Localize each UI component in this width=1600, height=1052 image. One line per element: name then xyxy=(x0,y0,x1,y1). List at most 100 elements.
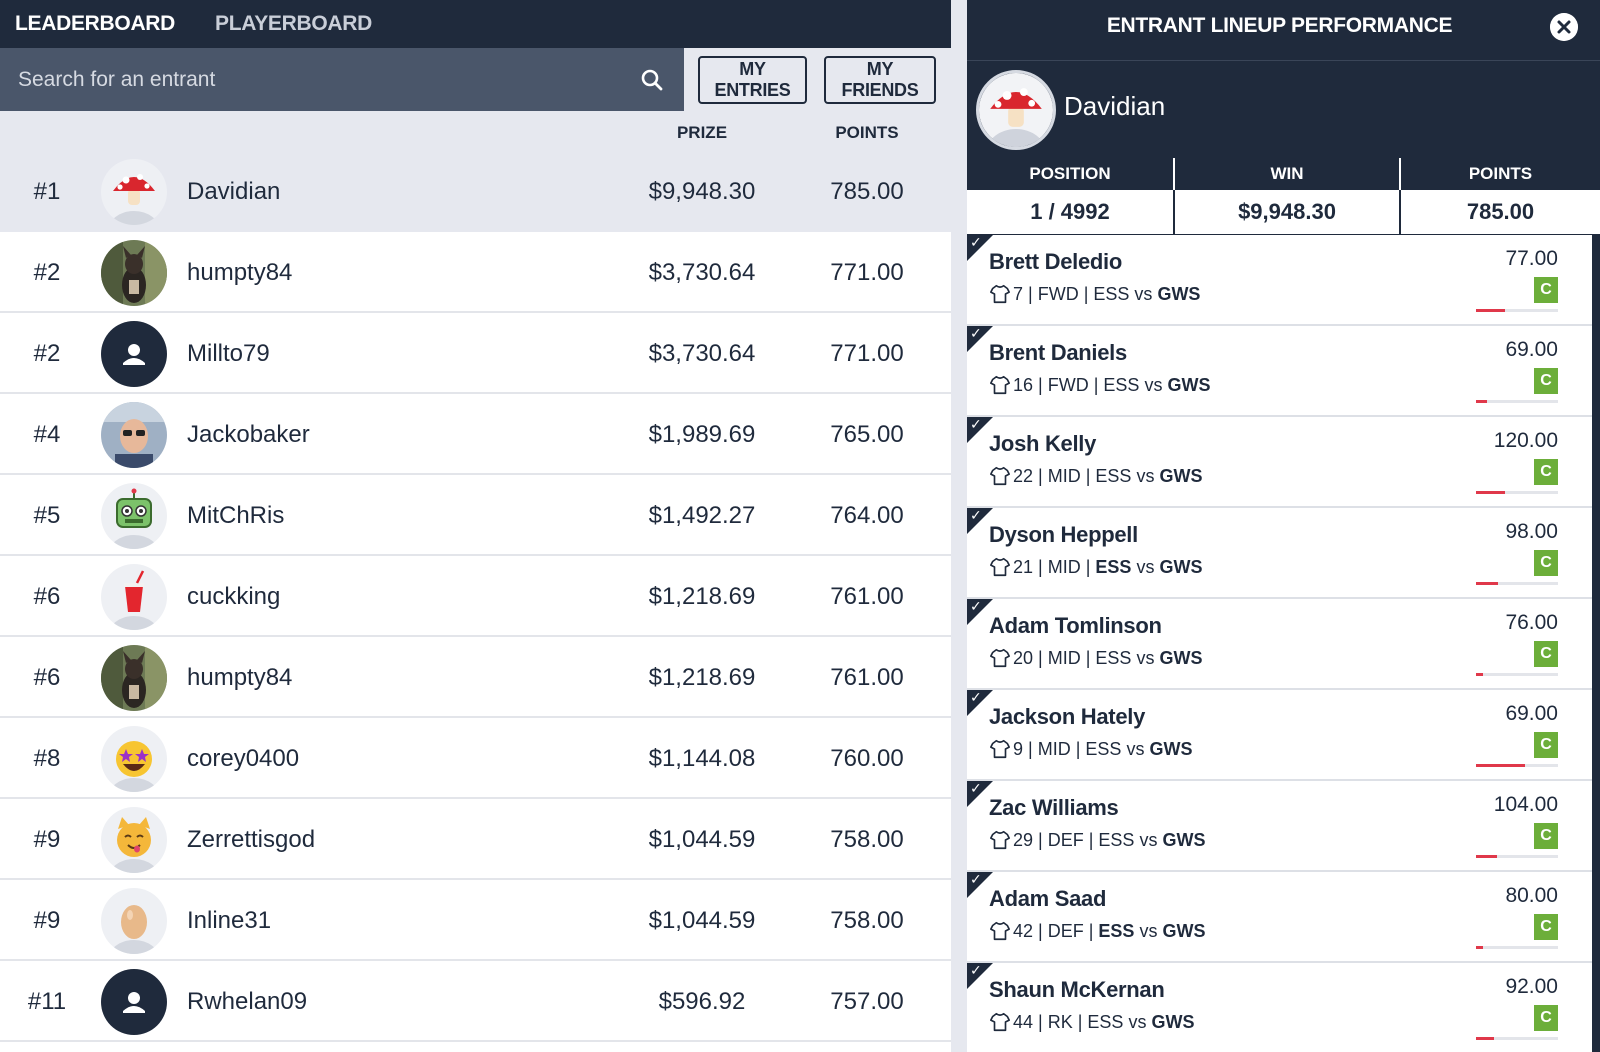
stats-table: POSITION WIN POINTS 1 / 4992 $9,948.30 7… xyxy=(967,158,1600,234)
lineup-panel: ENTRANT LINEUP PERFORMANCE Davidian POSI… xyxy=(967,0,1600,1052)
panel-edge xyxy=(1592,235,1600,1052)
leaderboard-row[interactable]: #6 humpty84 $1,218.69 761.00 xyxy=(0,637,951,718)
player-team: ESS xyxy=(1103,374,1140,395)
selected-corner xyxy=(967,599,993,625)
search-input[interactable] xyxy=(18,67,598,92)
player-number: 9 xyxy=(1013,738,1024,759)
rank: #4 xyxy=(33,421,61,448)
prize: $3,730.64 xyxy=(648,340,756,367)
status-badge: C xyxy=(1534,459,1558,485)
opponent-team: GWS xyxy=(1159,556,1203,577)
leaderboard-row[interactable]: #6 cuckking $1,218.69 761.00 xyxy=(0,556,951,637)
points-value: 785.00 xyxy=(1466,199,1535,224)
prize: $1,989.69 xyxy=(648,421,756,448)
points: 785.00 xyxy=(830,178,904,205)
leaderboard-row[interactable]: #1 Davidian $9,948.30 785.00 xyxy=(0,151,951,232)
leaderboard-row[interactable]: #2 humpty84 $3,730.64 771.00 xyxy=(0,232,951,313)
tab-playerboard[interactable]: PLAYERBOARD xyxy=(215,12,372,35)
leaderboard-row[interactable]: #9 Zerrettisgod $1,044.59 758.00 xyxy=(0,799,951,880)
player-team: ESS xyxy=(1093,283,1130,304)
progress-bar xyxy=(1476,946,1558,949)
rank: #9 xyxy=(33,907,61,934)
entrant-name[interactable]: cuckking xyxy=(187,583,281,610)
status-badge: C xyxy=(1534,914,1558,940)
jersey-icon xyxy=(990,284,1010,304)
jersey-icon xyxy=(990,466,1010,486)
player-team: ESS xyxy=(1087,1011,1124,1032)
check-icon: ✓ xyxy=(970,598,982,614)
my-friends-button[interactable]: MY FRIENDS xyxy=(824,56,936,104)
entrant-name[interactable]: corey0400 xyxy=(187,745,300,772)
win-label: WIN xyxy=(1175,158,1401,190)
position-value: 1 / 4992 xyxy=(967,190,1175,234)
my-entries-button[interactable]: MY ENTRIES xyxy=(698,56,807,104)
jersey-icon xyxy=(990,739,1010,759)
leaderboard-row[interactable]: #8 corey0400 $1,144.08 760.00 xyxy=(0,718,951,799)
entrant-name[interactable]: Jackobaker xyxy=(187,421,310,448)
selected-corner xyxy=(967,235,993,261)
player-team: ESS xyxy=(1085,738,1122,759)
player-row[interactable]: ✓ Zac Williams 29 | DEF | ESS vs GWS 104.00… xyxy=(967,780,1600,872)
player-row[interactable]: ✓ Josh Kelly 22 | MID | ESS vs GWS 120.00 C xyxy=(967,416,1600,508)
progress-fill xyxy=(1476,582,1499,585)
player-points: 104.00 xyxy=(1493,793,1558,816)
entrant-name[interactable]: Inline31 xyxy=(187,907,272,934)
progress-bar xyxy=(1476,491,1558,494)
player-row[interactable]: ✓ Shaun McKernan 44 | RK | ESS vs GWS 92.00… xyxy=(967,962,1600,1052)
player-row[interactable]: ✓ Dyson Heppell 21 | MID | ESS vs GWS 98.00… xyxy=(967,507,1600,599)
dog-photo-icon xyxy=(101,240,167,306)
tab-leaderboard[interactable]: LEADERBOARD xyxy=(15,12,176,35)
player-number: 20 xyxy=(1013,647,1034,668)
jersey-icon xyxy=(990,1012,1010,1032)
dog-photo-icon xyxy=(101,645,167,711)
search-row: MY ENTRIES MY FRIENDS xyxy=(0,48,951,111)
default-icon xyxy=(101,321,167,387)
leaderboard-row[interactable]: #11 Rwhelan09 $596.92 757.00 xyxy=(0,961,951,1042)
leaderboard-row[interactable]: #9 Inline31 $1,044.59 758.00 xyxy=(0,880,951,961)
avatar xyxy=(101,240,167,306)
selected-corner xyxy=(967,963,993,989)
versus: vs xyxy=(1139,920,1158,941)
entrant-name[interactable]: Zerrettisgod xyxy=(187,826,316,853)
points: 758.00 xyxy=(830,826,904,853)
player-points: 76.00 xyxy=(1505,611,1558,634)
progress-fill xyxy=(1476,309,1505,312)
player-position: FWD xyxy=(1037,283,1079,304)
leaderboard-row[interactable]: #5 MitChRis $1,492.27 764.00 xyxy=(0,475,951,556)
player-list: ✓ Brett Deledio 7 | FWD | ESS vs GWS 77.00 C… xyxy=(967,234,1600,1052)
prize: $1,218.69 xyxy=(648,583,756,610)
rank: #11 xyxy=(27,988,67,1015)
progress-fill xyxy=(1476,1037,1495,1040)
entrant-name[interactable]: Millto79 xyxy=(187,340,270,367)
robot-icon xyxy=(101,483,167,549)
player-row[interactable]: ✓ Adam Tomlinson 20 | MID | ESS vs GWS 76.0… xyxy=(967,598,1600,690)
player-info: 21 | MID | ESS vs GWS xyxy=(989,556,1202,578)
prize: $596.92 xyxy=(658,988,746,1015)
search-icon[interactable] xyxy=(640,68,664,92)
check-icon: ✓ xyxy=(970,325,982,341)
leaderboard-row[interactable]: #2 Millto79 $3,730.64 771.00 xyxy=(0,313,951,394)
entrant-name[interactable]: Rwhelan09 xyxy=(187,988,308,1015)
check-icon: ✓ xyxy=(970,507,982,523)
selected-corner xyxy=(967,690,993,716)
entrant-name[interactable]: Davidian xyxy=(187,178,281,205)
player-row[interactable]: ✓ Brent Daniels 16 | FWD | ESS vs GWS 69.00… xyxy=(967,325,1600,417)
versus: vs xyxy=(1139,829,1158,850)
player-row[interactable]: ✓ Jackson Hately 9 | MID | ESS vs GWS 69.00… xyxy=(967,689,1600,781)
egg-icon xyxy=(101,888,167,954)
search-box xyxy=(0,48,684,111)
player-name: Shaun McKernan xyxy=(989,977,1165,1002)
entrant-name[interactable]: humpty84 xyxy=(187,259,293,286)
player-name: Zac Williams xyxy=(989,795,1119,820)
player-row[interactable]: ✓ Adam Saad 42 | DEF | ESS vs GWS 80.00 C xyxy=(967,871,1600,963)
close-icon[interactable] xyxy=(1550,13,1578,41)
player-row[interactable]: ✓ Brett Deledio 7 | FWD | ESS vs GWS 77.00 C xyxy=(967,234,1600,326)
rank: #8 xyxy=(33,745,61,772)
entrant-name[interactable]: humpty84 xyxy=(187,664,293,691)
top-nav: LEADERBOARD PLAYERBOARD xyxy=(0,0,951,48)
leaderboard-row[interactable]: #4 Jackobaker $1,989.69 765.00 xyxy=(0,394,951,475)
player-points: 98.00 xyxy=(1505,520,1558,543)
entrant-name[interactable]: MitChRis xyxy=(187,502,285,529)
opponent-team: GWS xyxy=(1162,920,1206,941)
player-team: ESS xyxy=(1095,556,1132,577)
